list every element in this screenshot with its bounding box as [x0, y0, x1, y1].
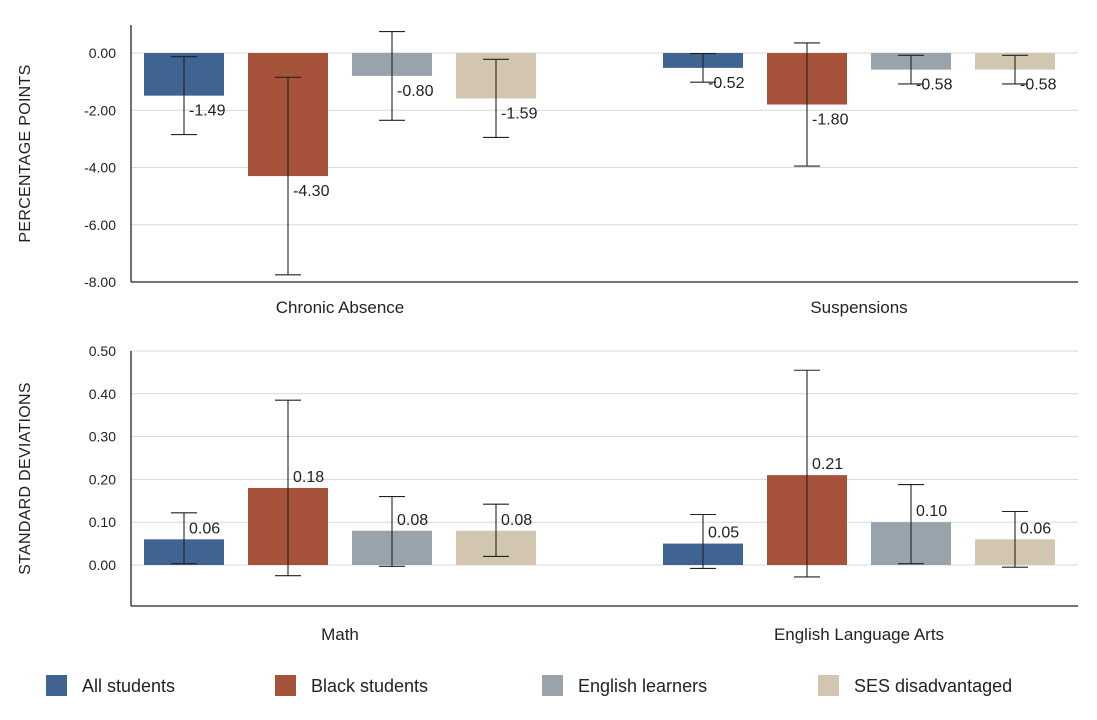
- data-label: -0.58: [1020, 77, 1057, 94]
- data-label: 0.06: [1020, 520, 1051, 537]
- data-label: -1.80: [812, 112, 849, 129]
- y-tick-label: 0.20: [89, 471, 116, 487]
- data-label: 0.08: [501, 512, 532, 529]
- data-label: 0.05: [708, 525, 739, 542]
- data-label: -0.58: [916, 77, 953, 94]
- y-tick-label: 0.00: [89, 45, 116, 61]
- data-label: -0.52: [708, 75, 745, 92]
- legend-label: Black students: [311, 676, 428, 696]
- legend-swatch: [818, 675, 839, 696]
- y-tick-label: 0.00: [89, 557, 116, 573]
- y-tick-label: 0.10: [89, 514, 116, 530]
- category-label: Math: [321, 625, 359, 644]
- legend-label: All students: [82, 676, 175, 696]
- data-label: -0.80: [397, 83, 434, 100]
- data-label: 0.08: [397, 512, 428, 529]
- y-tick-label: 0.50: [89, 343, 116, 359]
- y-axis-title: STANDARD DEVIATIONS: [17, 382, 34, 575]
- legend-label: SES disadvantaged: [854, 676, 1012, 696]
- legend-swatch: [46, 675, 67, 696]
- data-label: 0.06: [189, 520, 220, 537]
- data-label: -1.59: [501, 106, 538, 123]
- y-tick-label: 0.40: [89, 386, 116, 402]
- data-label: -1.49: [189, 103, 226, 120]
- category-label: English Language Arts: [774, 625, 944, 644]
- data-label: 0.21: [812, 456, 843, 473]
- y-tick-label: -6.00: [84, 217, 116, 233]
- y-tick-label: -8.00: [84, 274, 116, 290]
- category-label: Suspensions: [810, 298, 907, 317]
- category-label: Chronic Absence: [276, 298, 405, 317]
- y-tick-label: -4.00: [84, 160, 116, 176]
- legend-swatch: [542, 675, 563, 696]
- data-label: 0.18: [293, 469, 324, 486]
- legend-swatch: [275, 675, 296, 696]
- y-axis-title: PERCENTAGE POINTS: [17, 64, 34, 242]
- data-label: 0.10: [916, 503, 947, 520]
- y-tick-label: 0.30: [89, 429, 116, 445]
- data-label: -4.30: [293, 183, 330, 200]
- y-tick-label: -2.00: [84, 102, 116, 118]
- legend-label: English learners: [578, 676, 707, 696]
